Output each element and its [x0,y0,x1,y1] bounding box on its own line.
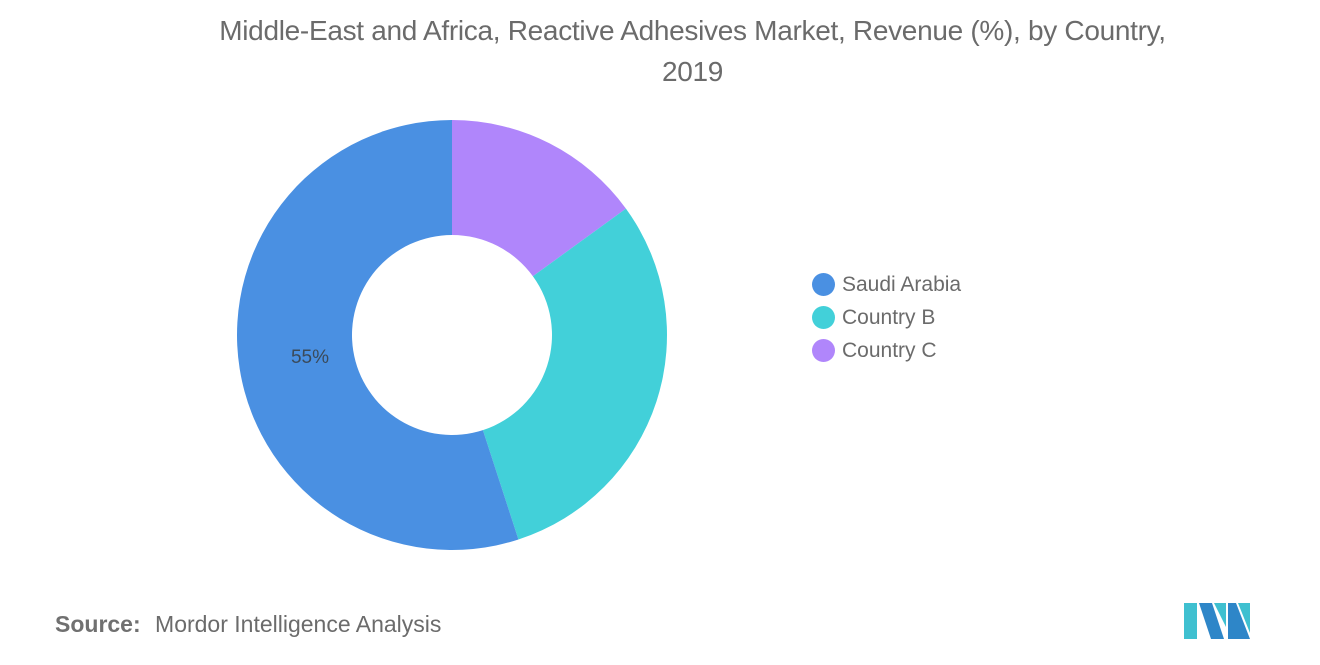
legend-item-country-b[interactable]: Country B [812,301,961,334]
donut-slices [236,120,667,550]
legend-swatch-circle-icon [812,273,835,296]
legend-item-saudi-arabia[interactable]: Saudi Arabia [812,268,961,301]
slice-label-saudi-arabia: 55% [291,347,329,368]
legend: Saudi Arabia Country B Country C [812,268,961,367]
legend-item-country-c[interactable]: Country C [812,334,961,367]
source-text: Mordor Intelligence Analysis [155,611,442,637]
chart-title-line-2: 2019 [661,56,724,87]
legend-label: Country B [842,305,936,329]
donut-slice-country-b[interactable] [482,208,667,540]
mordor-intelligence-logo-icon [1184,603,1250,639]
donut-slice-saudi-arabia[interactable] [236,120,519,550]
legend-label: Country C [842,338,937,362]
source-note: Source: Mordor Intelligence Analysis [55,611,441,638]
donut-slice-country-c[interactable] [452,120,626,277]
source-label: Source: [55,611,141,637]
legend-swatch-circle-icon [812,306,835,329]
legend-swatch-circle-icon [812,339,835,362]
chart-title: Middle-East and Africa, Reactive Adhesiv… [100,10,1285,92]
chart-title-line-1: Middle-East and Africa, Reactive Adhesiv… [219,15,1166,46]
legend-label: Saudi Arabia [842,272,962,296]
